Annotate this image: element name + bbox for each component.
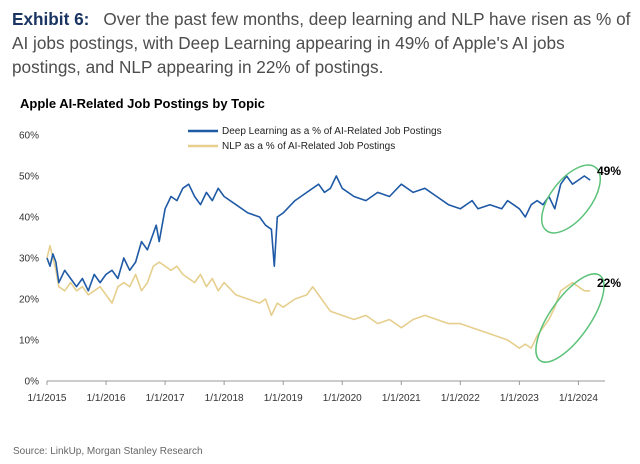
x-tick-label: 1/1/2019 — [264, 393, 303, 404]
y-tick-label: 50% — [19, 172, 39, 183]
x-tick-label: 1/1/2016 — [87, 393, 126, 404]
chart-title: Apple AI-Related Job Postings by Topic — [20, 96, 265, 111]
highlight-oval-nlp — [535, 273, 605, 363]
x-tick-label: 1/1/2015 — [28, 393, 67, 404]
x-tick-label: 1/1/2024 — [559, 393, 598, 404]
series-line-deep-learning — [46, 175, 591, 292]
series-lines — [46, 175, 591, 349]
y-axis: 0% 10% 20% 30% 40% 50% 60% — [19, 131, 39, 388]
y-tick-label: 10% — [19, 336, 39, 347]
legend: Deep Learning as a % of AI-Related Job P… — [188, 126, 442, 152]
exhibit-headline: Exhibit 6: Over the past few months, deep… — [12, 7, 632, 79]
x-tick-label: 1/1/2020 — [323, 393, 362, 404]
x-tick-label: 1/1/2023 — [500, 393, 539, 404]
y-tick-label: 30% — [19, 254, 39, 265]
legend-label-deep-learning: Deep Learning as a % of AI-Related Job P… — [222, 126, 442, 137]
series-line-nlp — [46, 244, 591, 349]
x-tick-label: 1/1/2022 — [441, 393, 480, 404]
y-tick-label: 60% — [19, 131, 39, 142]
highlight-ovals — [535, 164, 605, 363]
x-axis: 1/1/2015 1/1/2016 1/1/2017 1/1/2018 1/1/2019… — [28, 381, 598, 404]
source-note: Source: LinkUp, Morgan Stanley Research — [13, 446, 203, 457]
y-tick-label: 0% — [25, 377, 40, 388]
x-tick-label: 1/1/2021 — [382, 393, 421, 404]
y-tick-label: 20% — [19, 295, 39, 306]
line-chart: 0%10%20%30%40%50%60% 1/1/2015 1/1/2016 1/1… — [19, 126, 621, 404]
end-label-deep-learning: 49% — [597, 164, 621, 178]
exhibit-text: Over the past few months, deep learning … — [12, 9, 631, 77]
x-tick-label: 1/1/2017 — [146, 393, 185, 404]
exhibit-number: Exhibit 6: — [12, 9, 90, 29]
legend-label-nlp: NLP as a % of AI-Related Job Postings — [222, 141, 395, 152]
x-tick-label: 1/1/2018 — [205, 393, 244, 404]
y-tick-label: 40% — [19, 213, 39, 224]
highlight-oval-deep-learning — [541, 164, 601, 234]
end-label-nlp: 22% — [597, 276, 621, 290]
